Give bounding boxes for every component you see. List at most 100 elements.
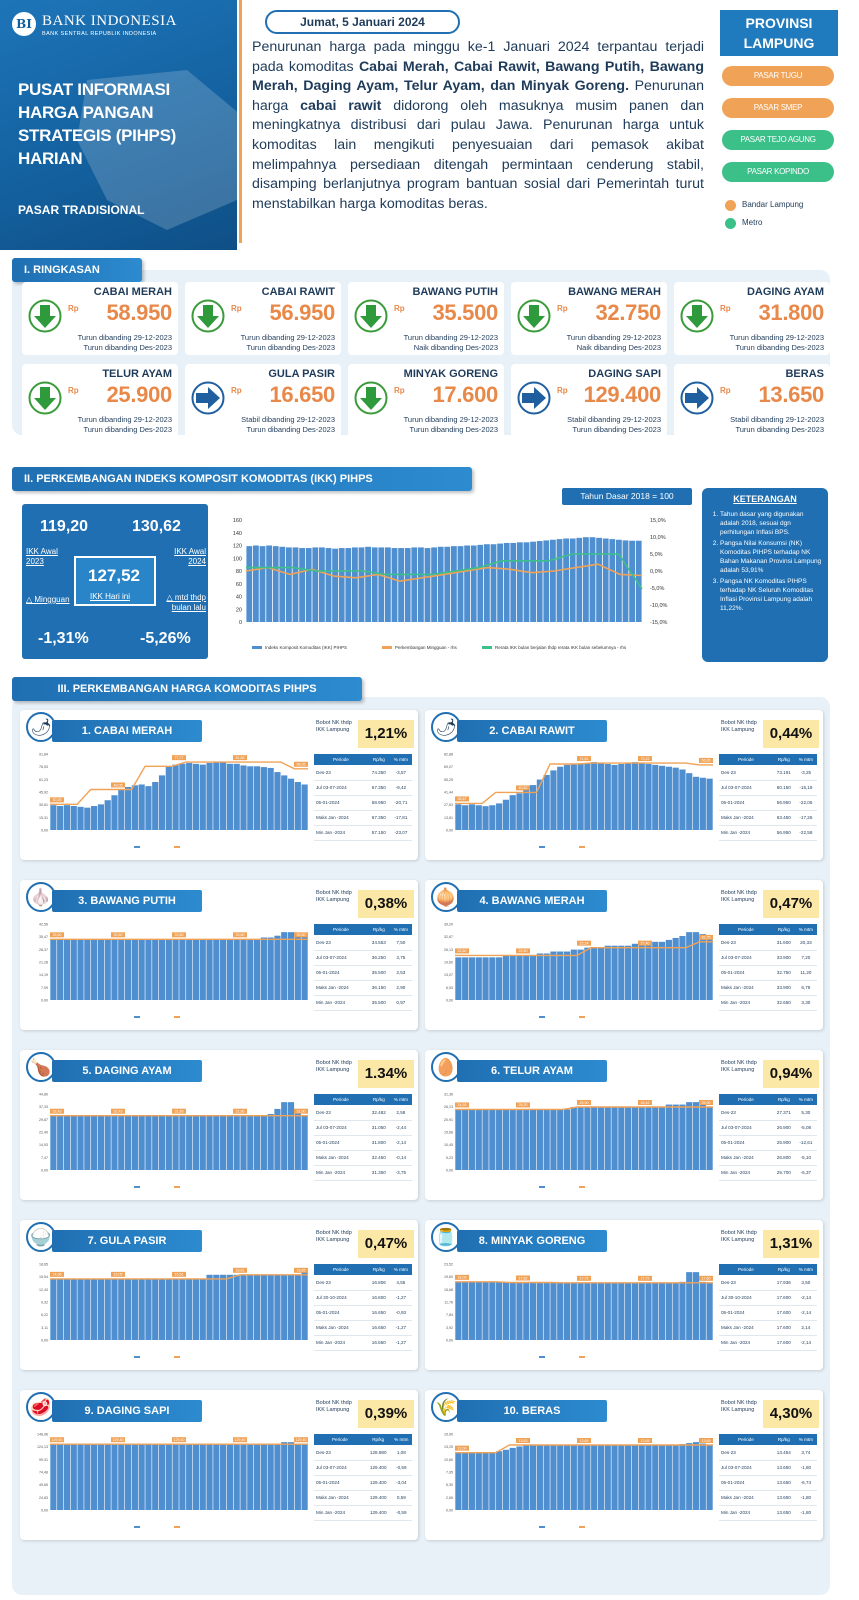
legend-swatch <box>134 846 140 848</box>
ikk-bar <box>457 546 464 622</box>
price-bar <box>665 939 672 1000</box>
table-row: Jul 03-07-2024 31.050 -2,44 <box>314 1120 412 1136</box>
price-bar <box>287 1442 295 1510</box>
y2-tick-label: -10,0% <box>650 603 668 609</box>
table-row: Min Jan -2024 31.350 -3,75 <box>314 1165 412 1181</box>
price-bar <box>233 1444 240 1510</box>
price-bar <box>482 957 489 1000</box>
table-cell: Des-23 <box>719 1275 773 1291</box>
market-button[interactable]: PASAR TUGU <box>722 66 834 86</box>
legend-swatch <box>174 846 180 848</box>
price-bar <box>584 1282 591 1340</box>
y-tick-label: 20,91 <box>444 1118 453 1122</box>
y-tick-label: 15,31 <box>39 816 48 820</box>
price-label: 129,40 <box>174 1438 185 1442</box>
table-header: Periode <box>314 1264 368 1275</box>
ikk-bar <box>404 548 411 622</box>
compare-day-text: Stabil dibanding 29-12-2023 <box>730 415 824 424</box>
table-cell: Min Jan -2024 <box>719 1505 773 1521</box>
price-bar <box>584 1106 591 1170</box>
bobot-label: Bobot NK thdp IKK Lampung <box>721 1230 757 1243</box>
ikk-bar <box>371 547 378 622</box>
price-bar <box>658 1106 666 1170</box>
price-table: Periode Rp/kg% mtm Des-23 27.371 5,30 Jul 03-… <box>719 1094 817 1181</box>
y-tick-label: 13,81 <box>444 816 453 820</box>
table-cell: -22,58 <box>794 825 817 841</box>
table-cell: 27.371 <box>772 1105 795 1121</box>
price-bar <box>509 1109 516 1170</box>
table-cell: 11,20 <box>794 965 817 981</box>
market-button[interactable]: PASAR KOPINDO <box>722 162 834 182</box>
price-bar <box>131 1444 138 1510</box>
y-tick-label: 23,52 <box>444 1263 453 1267</box>
y2-tick-label: 10,0% <box>650 535 666 541</box>
commodity-title: 2. CABAI RAWIT <box>457 720 607 742</box>
price-label-box <box>516 948 530 954</box>
table-cell: -2,14 <box>794 1335 817 1351</box>
table-cell: Jul 03-07-2024 <box>314 1460 366 1476</box>
commodity-chart: 0,00 5,23 10,45 15,68 20,91 26,13 31,36 24,93 25… <box>444 1093 713 1188</box>
price-bar <box>468 1281 476 1340</box>
monthly-avg-line <box>455 762 713 805</box>
ikk-bar <box>550 539 556 622</box>
price-bar <box>287 932 295 1000</box>
y-tick-label: 140 <box>233 531 242 537</box>
price-bar <box>77 1115 84 1170</box>
commodity-title: 4. BAWANG MERAH <box>457 890 607 912</box>
price-bar <box>145 1115 152 1170</box>
table-cell: 56.950 <box>772 795 795 811</box>
compare-month-text: Turun dibanding Des-2023 <box>83 425 172 434</box>
price-bar <box>563 951 571 1000</box>
ikk-bar <box>523 542 530 622</box>
market-button[interactable]: PASAR SMEP <box>722 98 834 118</box>
price-bar <box>281 1102 288 1170</box>
price-bar <box>563 1282 571 1340</box>
header-divider <box>239 0 242 243</box>
price-bar <box>240 1115 247 1170</box>
ikk-bar <box>576 537 583 622</box>
ikk-bar <box>246 546 253 622</box>
price-bar <box>97 804 105 830</box>
ikk-bar <box>484 544 490 622</box>
price-bar <box>63 1444 71 1510</box>
table-cell: 17.600 <box>772 1290 795 1306</box>
price-bar <box>652 1445 659 1510</box>
price-bar <box>124 939 132 1000</box>
price-label: 129,40 <box>235 1438 246 1442</box>
legend-swatch <box>579 1356 585 1358</box>
currency-label: Rp <box>720 386 731 395</box>
price-label: 32,43 <box>114 1110 123 1114</box>
price-bar <box>63 939 71 1000</box>
ikk-mtd-value: -5,26% <box>140 630 191 647</box>
price-bar <box>665 766 672 830</box>
commodity-emoji: 🍗 <box>30 1058 52 1078</box>
table-cell: 7,20 <box>794 950 817 966</box>
ikk-bar <box>629 540 635 622</box>
price-bar <box>199 1444 206 1510</box>
market-type: PASAR TRADISIONAL <box>18 203 145 217</box>
price-bar <box>665 1445 672 1510</box>
commodity-chart: 0,00 3,11 6,22 9,32 12,43 15,54 18,65 14,96 15,0… <box>39 1263 308 1358</box>
commodity-title: 1. CABAI MERAH <box>52 720 202 742</box>
ikk-today-label: IKK Hari ini <box>90 592 131 601</box>
table-row: Des-23 32.482 2,58 <box>314 1105 412 1121</box>
y-tick-label: 0,00 <box>41 999 48 1003</box>
table-cell: Des-23 <box>314 935 368 951</box>
price-label-box <box>111 1271 125 1277</box>
table-cell: 13.650 <box>772 1490 795 1506</box>
price-bar <box>645 763 652 830</box>
table-cell: -0,59 <box>390 1460 412 1476</box>
market-button[interactable]: PASAR TEJO AGUNG <box>722 130 834 150</box>
price-value: 129.400 <box>583 382 662 407</box>
y-tick-label: 7,47 <box>41 1156 48 1160</box>
table-cell: -2,44 <box>389 1120 412 1136</box>
ikk-bar <box>338 548 345 622</box>
table-row: 05-01-2024 129.400 -3,04 <box>314 1475 412 1491</box>
price-bar <box>118 789 125 830</box>
price-bar <box>267 937 274 1000</box>
price-bar <box>706 1444 713 1510</box>
price-card: MINYAK GORENG Rp 17.600 Turun dibanding 29-… <box>348 364 504 437</box>
y-tick-label: 7,95 <box>446 1471 453 1475</box>
table-cell: 05-01-2024 <box>719 965 773 981</box>
price-card: BAWANG PUTIH Rp 35.500 Turun dibanding 29-1… <box>348 282 504 355</box>
